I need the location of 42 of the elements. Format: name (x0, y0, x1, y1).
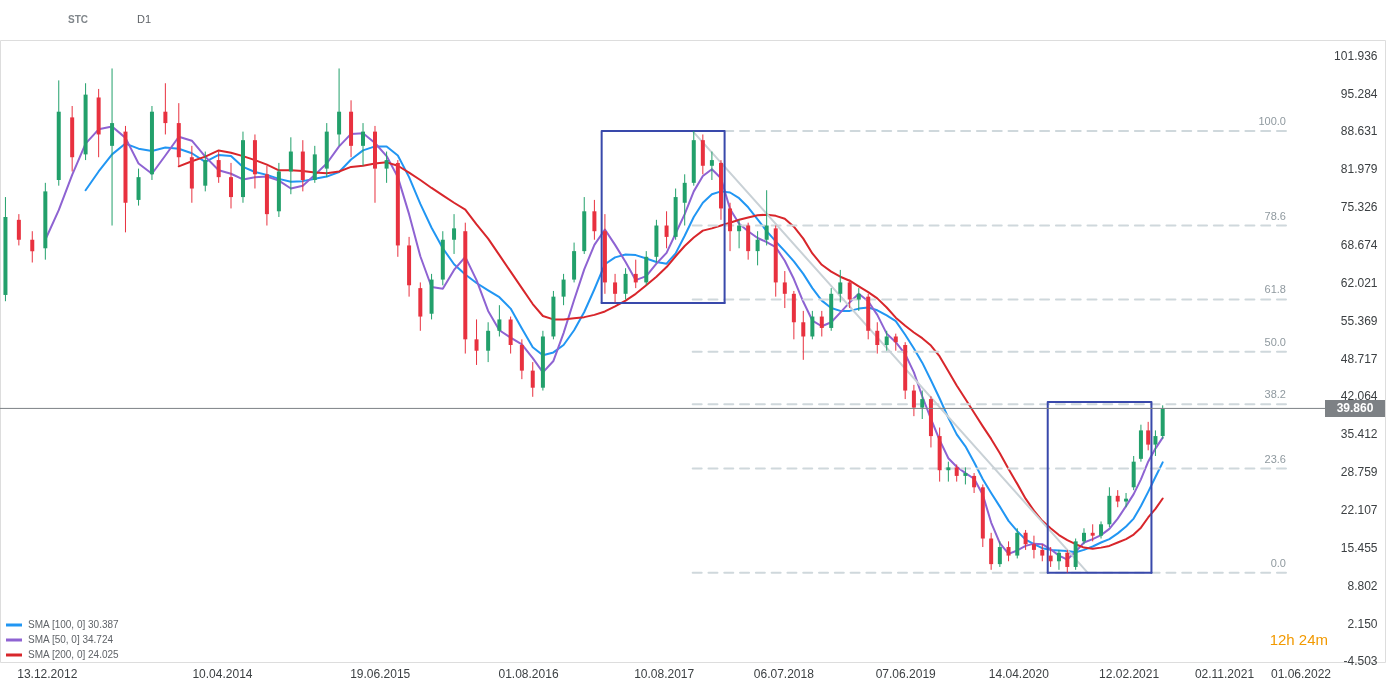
text: D1 (137, 13, 152, 25)
annotation: 61.8 (1264, 283, 1286, 296)
x-tick-label: 10.08.2017 (634, 666, 695, 681)
x-tick-label: 12.02.2021 (1099, 666, 1160, 681)
annotation: 0.0 (1270, 556, 1286, 569)
legend-label: SMA [50, 0] 34.724 (28, 634, 114, 645)
legend-label: SMA [100, 0] 30.387 (28, 619, 120, 630)
x-tick-label: 07.06.2019 (875, 666, 937, 681)
y-tick-label: 75.326 (1340, 200, 1378, 215)
y-tick-label: 15.455 (1340, 540, 1378, 555)
y-tick-label: 35.412 (1340, 427, 1378, 442)
annotation: 38.2 (1264, 388, 1286, 401)
x-tick-label: 14.04.2020 (988, 666, 1050, 681)
y-tick-label: 95.284 (1340, 86, 1378, 101)
annotation: 23.6 (1264, 452, 1286, 465)
x-tick-label: 01.06.2022 (1270, 666, 1332, 681)
annotation: 12h 24m (1269, 631, 1328, 648)
legend-label: SMA [200, 0] 24.025 (28, 649, 120, 660)
y-tick-label: 62.021 (1340, 275, 1378, 290)
y-tick-label: 42.064 (1340, 389, 1378, 404)
x-tick-label: 13.12.2012 (17, 666, 78, 681)
x-tick-label: 10.04.2014 (192, 666, 253, 681)
text: STC (68, 14, 88, 25)
y-tick-label: 81.979 (1340, 162, 1378, 177)
y-tick-label: 55.369 (1340, 313, 1378, 328)
y-tick-label: 68.674 (1340, 237, 1378, 252)
y-tick-label: 48.717 (1340, 351, 1378, 366)
annotation: 100.0 (1258, 115, 1286, 128)
y-tick-label: 101.936 (1334, 48, 1378, 63)
annotation: 78.6 (1264, 209, 1286, 222)
x-tick-label: 01.08.2016 (498, 666, 559, 681)
y-tick-label: 28.759 (1340, 465, 1378, 480)
x-tick-label: 19.06.2015 (350, 666, 411, 681)
x-tick-label: 06.07.2018 (753, 666, 815, 681)
y-tick-label: -4.503 (1343, 654, 1378, 669)
y-tick-label: 8.802 (1347, 578, 1378, 593)
x-tick-label: 02.11.2021 (1194, 666, 1255, 681)
y-tick-label: 2.150 (1347, 616, 1378, 631)
annotation: 50.0 (1264, 335, 1286, 348)
ref-line-label: 39.860 (1336, 401, 1374, 416)
y-tick-label: 88.631 (1340, 124, 1378, 139)
y-tick-label: 22.107 (1340, 502, 1378, 517)
